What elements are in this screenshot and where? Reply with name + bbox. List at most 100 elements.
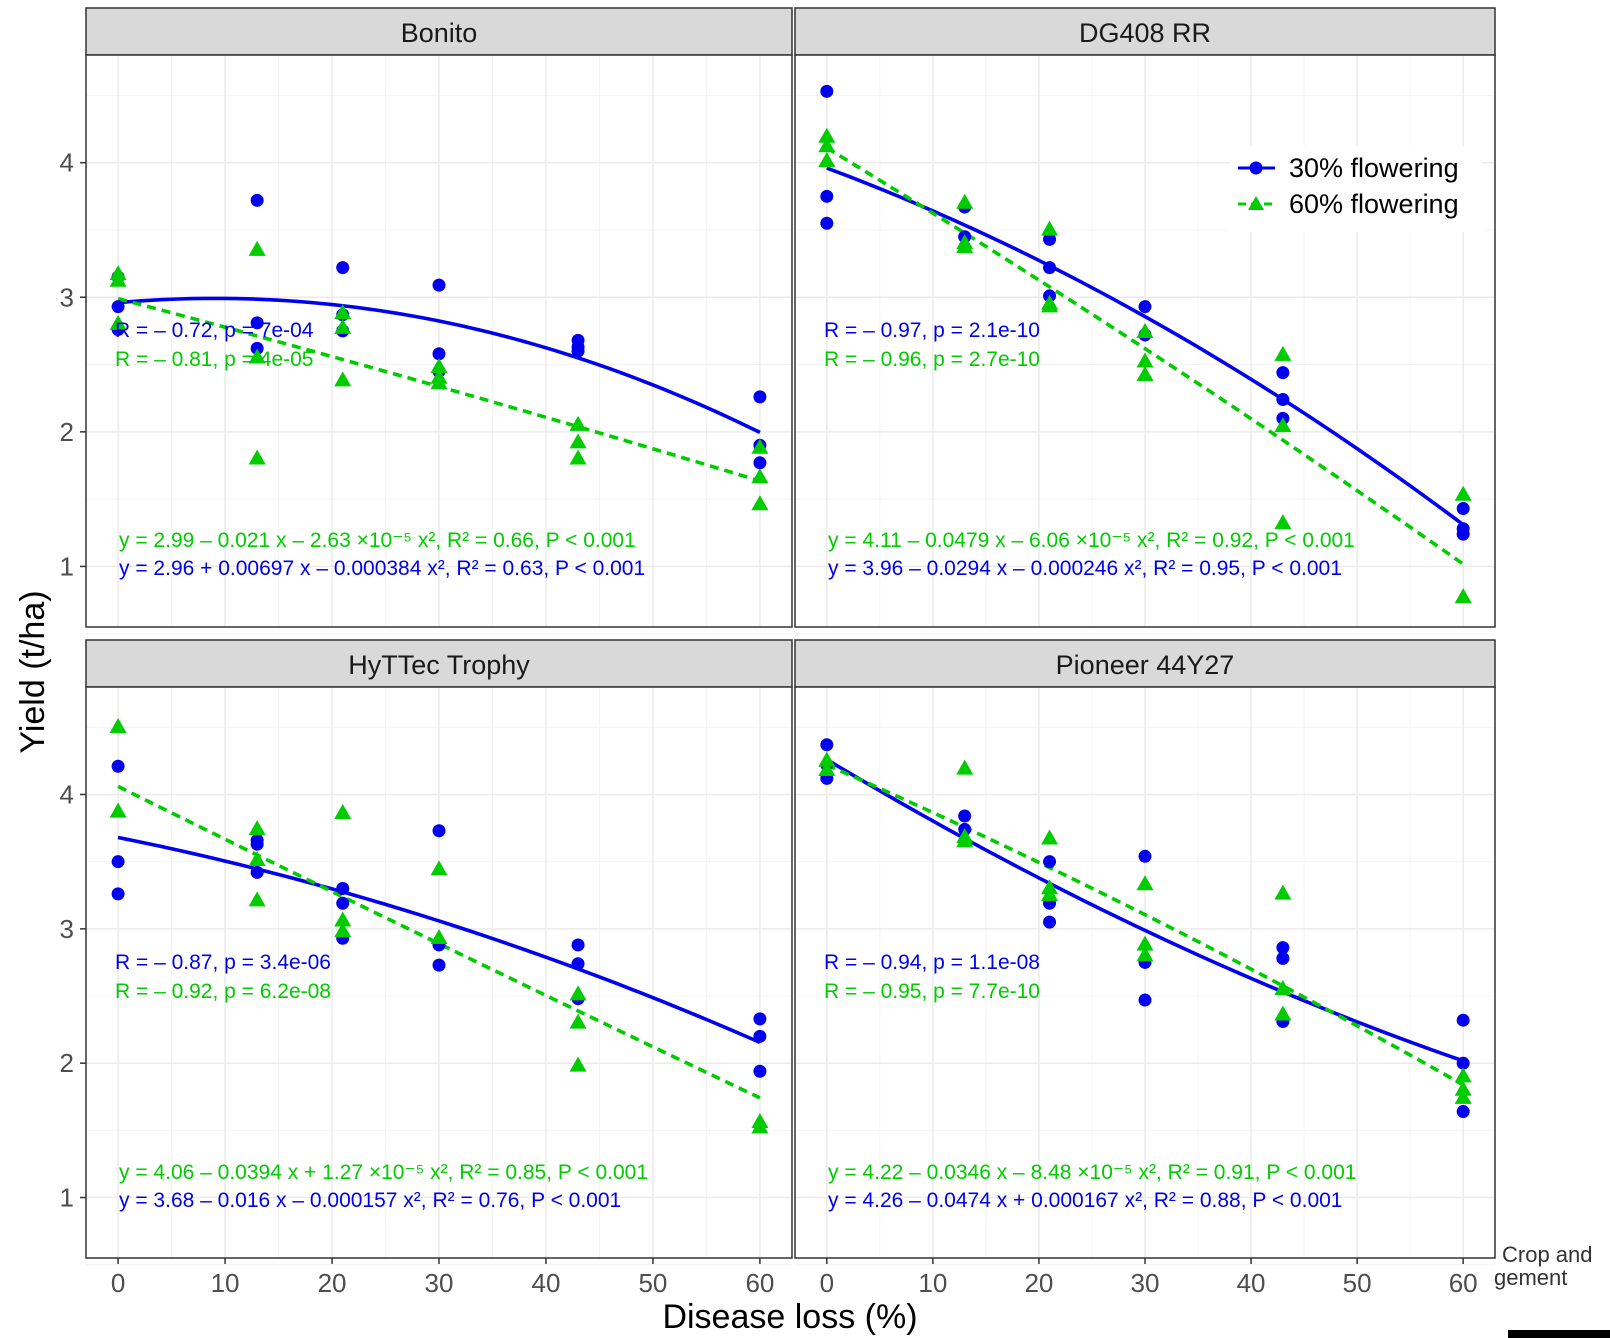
cor-label-dg408-rr-60-flowering: R = – 0.96, p = 2.7e-10 [824, 348, 1040, 371]
data-point-dg408-rr-30 [820, 216, 834, 230]
panel-pioneer-44y27: Pioneer 44Y27 R = – 0.94, p = 1.1e-08 y = … [794, 639, 1496, 1266]
legend-label-60: 60% flowering [1289, 189, 1459, 219]
data-point-pioneer-44y27-60 [1136, 946, 1154, 962]
fit-line-pioneer-44y27-60-flowering [826, 763, 1465, 1087]
panels-layer: Bonito R = – 0.72, p = 7e-04 y = 2.96 + 0.… [85, 7, 1496, 1266]
data-point-bonito-60 [248, 348, 266, 364]
data-point-dg408-rr-60 [1136, 366, 1154, 382]
data-point-bonito-60 [569, 449, 587, 465]
data-point-pioneer-44y27-60 [1454, 1088, 1472, 1104]
data-point-bonito-30 [336, 261, 350, 275]
data-point-pioneer-44y27-60 [956, 759, 974, 775]
x-tick-label: 40 [1237, 1268, 1266, 1298]
panel-hyttec-trophy: HyTTec Trophy R = – 0.87, p = 3.4e-06 y = … [85, 639, 793, 1266]
data-point-bonito-60 [334, 304, 352, 320]
data-point-pioneer-44y27-60 [1041, 829, 1059, 845]
data-point-dg408-rr-60 [1041, 297, 1059, 313]
panel-strip-hyttec-trophy [85, 639, 793, 688]
data-point-pioneer-44y27-30 [1276, 941, 1290, 955]
data-point-dg408-rr-60 [1454, 485, 1472, 501]
y-axis-title: Yield (t/ha) [14, 590, 52, 753]
data-point-dg408-rr-60 [956, 238, 974, 254]
x-tick-label: 30 [1131, 1268, 1160, 1298]
data-point-hyttec-trophy-60 [248, 820, 266, 836]
cor-label-bonito-30-flowering: R = – 0.72, p = 7e-04 [115, 319, 314, 342]
data-point-bonito-30 [250, 341, 264, 355]
data-point-dg408-rr-30 [1138, 300, 1152, 314]
data-point-hyttec-trophy-60 [248, 851, 266, 867]
data-point-pioneer-44y27-60 [1454, 1080, 1472, 1096]
y-tick-label: 3 [60, 914, 74, 944]
panel-border-dg408-rr [794, 54, 1496, 628]
legend-marker-60 [1248, 196, 1264, 210]
data-point-bonito-60 [569, 433, 587, 449]
data-point-dg408-rr-30 [1456, 502, 1470, 516]
data-point-hyttec-trophy-30 [250, 865, 264, 879]
panel-title-pioneer-44y27: Pioneer 44Y27 [1056, 650, 1235, 680]
data-point-dg408-rr-60 [1274, 417, 1292, 433]
data-point-bonito-30 [571, 344, 585, 358]
x-tick-label: 50 [1343, 1268, 1372, 1298]
x-tick-label: 50 [638, 1268, 667, 1298]
data-point-pioneer-44y27-30 [958, 809, 972, 823]
cor-label-pioneer-44y27-30-flowering: R = – 0.94, p = 1.1e-08 [824, 951, 1040, 974]
data-point-hyttec-trophy-30 [571, 957, 585, 971]
data-point-pioneer-44y27-30 [1276, 951, 1290, 965]
data-point-dg408-rr-60 [1136, 352, 1154, 368]
eq-label-bonito-30-flowering: y = 2.96 + 0.00697 x – 0.000384 x², R² =… [119, 557, 645, 580]
data-point-hyttec-trophy-30 [250, 837, 264, 851]
panel-strip-bonito [85, 7, 793, 56]
data-point-bonito-60 [109, 271, 127, 287]
data-point-dg408-rr-60 [1274, 514, 1292, 530]
credit-line-1: Crop and [1502, 1242, 1593, 1267]
data-point-hyttec-trophy-60 [751, 1118, 769, 1134]
cor-label-dg408-rr-30-flowering: R = – 0.97, p = 2.1e-10 [824, 319, 1040, 342]
legend-label-30: 30% flowering [1289, 153, 1459, 183]
fit-line-hyttec-trophy-30-flowering [117, 835, 761, 1045]
data-point-hyttec-trophy-60 [334, 922, 352, 938]
panel-dg408-rr: DG408 RR R = – 0.97, p = 2.1e-10 y = 3.96 … [794, 7, 1496, 635]
data-point-pioneer-44y27-30 [1456, 1056, 1470, 1070]
data-point-pioneer-44y27-60 [1136, 935, 1154, 951]
data-point-dg408-rr-60 [1454, 588, 1472, 604]
x-tick-label: 40 [532, 1268, 561, 1298]
y-tick-label: 2 [60, 417, 74, 447]
data-point-hyttec-trophy-30 [571, 938, 585, 952]
data-point-dg408-rr-60 [818, 127, 836, 143]
data-point-bonito-30 [250, 316, 264, 330]
data-point-hyttec-trophy-30 [753, 1012, 767, 1026]
data-point-dg408-rr-60 [818, 137, 836, 153]
x-tick-label: 60 [1449, 1268, 1478, 1298]
legend: 30% flowering 60% flowering [1230, 146, 1482, 232]
data-point-hyttec-trophy-30 [111, 855, 125, 869]
data-point-bonito-60 [248, 449, 266, 465]
data-point-hyttec-trophy-30 [432, 958, 446, 972]
data-point-pioneer-44y27-30 [1138, 849, 1152, 863]
data-point-pioneer-44y27-30 [1456, 1105, 1470, 1119]
data-point-dg408-rr-60 [818, 152, 836, 168]
credit-line-2: gement [1494, 1265, 1567, 1290]
data-point-dg408-rr-60 [1274, 345, 1292, 361]
data-point-bonito-30 [753, 456, 767, 470]
data-point-hyttec-trophy-60 [569, 985, 587, 1001]
data-point-bonito-60 [248, 240, 266, 256]
data-point-pioneer-44y27-60 [956, 832, 974, 848]
data-point-bonito-30 [432, 347, 446, 361]
x-tick-label: 20 [318, 1268, 347, 1298]
data-point-bonito-60 [334, 318, 352, 334]
data-point-hyttec-trophy-30 [753, 1064, 767, 1078]
data-point-hyttec-trophy-30 [336, 882, 350, 896]
data-point-dg408-rr-30 [1276, 366, 1290, 380]
data-point-bonito-30 [432, 278, 446, 292]
data-point-bonito-60 [430, 374, 448, 390]
data-point-pioneer-44y27-60 [1274, 884, 1292, 900]
eq-label-pioneer-44y27-30-flowering: y = 4.26 – 0.0474 x + 0.000167 x², R² = … [828, 1189, 1342, 1212]
data-point-bonito-60 [430, 357, 448, 373]
panel-title-dg408-rr: DG408 RR [1079, 18, 1211, 48]
data-point-pioneer-44y27-60 [818, 751, 836, 767]
panel-bonito: Bonito R = – 0.72, p = 7e-04 y = 2.96 + 0.… [85, 7, 793, 635]
eq-label-hyttec-trophy-60-flowering: y = 4.06 – 0.0394 x + 1.27 ×10⁻⁵ x², R² … [119, 1161, 648, 1184]
data-point-pioneer-44y27-60 [1136, 875, 1154, 891]
data-point-pioneer-44y27-30 [1138, 993, 1152, 1007]
